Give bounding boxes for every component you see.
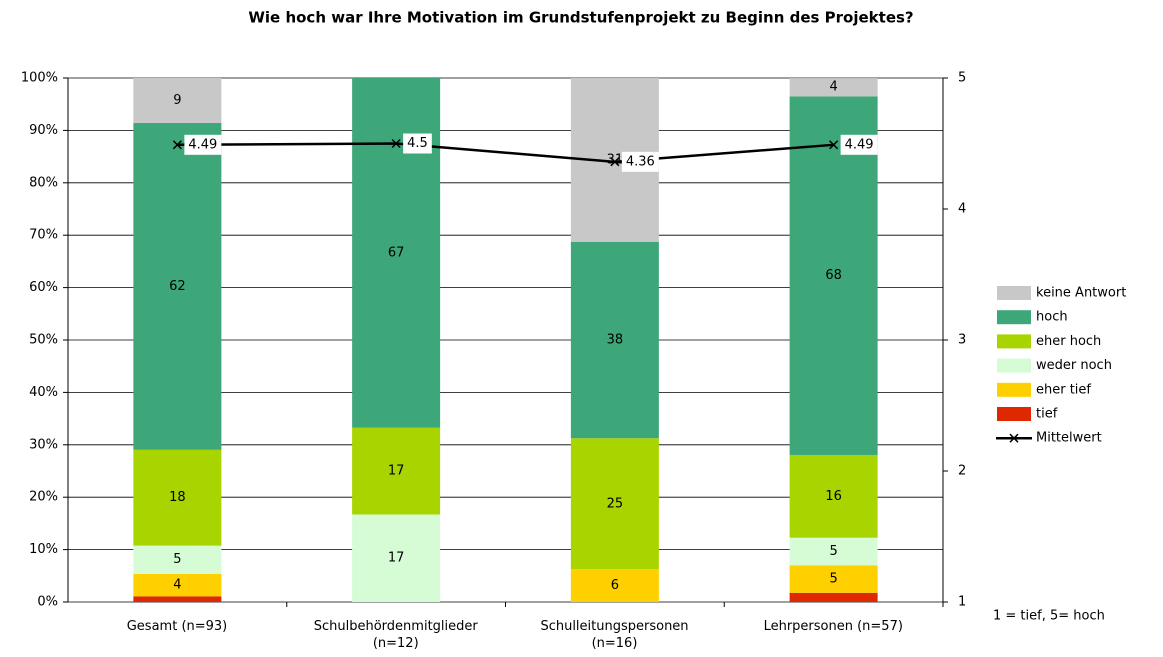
y-tick-label: 0% (37, 595, 58, 610)
bar-segment (570, 241, 659, 439)
y2-tick-label: 5 (958, 71, 966, 86)
y-tick-label: 80% (29, 175, 58, 190)
bar-segment (352, 514, 441, 602)
legend-marker (1009, 433, 1019, 443)
y2-tick-label: 2 (958, 464, 966, 479)
data-label: 68 (825, 268, 842, 283)
mean-label: 4.36 (626, 154, 655, 169)
legend-swatch (997, 382, 1031, 397)
mean-marker (610, 157, 620, 167)
bar-segment (789, 454, 878, 538)
data-label: 38 (607, 333, 624, 348)
data-label: 5 (173, 552, 181, 567)
mean-label-bg (403, 133, 432, 154)
bar-segment (133, 77, 222, 124)
mean-label: 4.49 (188, 137, 217, 152)
data-label: 17 (388, 464, 405, 479)
mean-label-bg (621, 151, 659, 172)
data-label: 6 (611, 578, 619, 593)
y-tick-label: 30% (29, 437, 58, 452)
legend-swatch (997, 334, 1031, 349)
bar-segment (352, 427, 441, 515)
y-tick-label: 20% (29, 490, 58, 505)
bar-segment (133, 123, 222, 450)
mean-label-bg (840, 134, 878, 155)
y-tick-label: 90% (29, 123, 58, 138)
bar-segment (789, 96, 878, 455)
x-tick-label: Gesamt (n=93) (126, 619, 228, 634)
data-label: 4 (173, 578, 181, 593)
bar-segment (133, 449, 222, 546)
x-tick-label: Schulbehördenmitglieder (n=12) (313, 619, 478, 651)
legend-label: hoch (1036, 310, 1068, 325)
bar-segment (570, 569, 659, 602)
mean-label: 4.5 (407, 136, 428, 151)
bar-segment (570, 438, 659, 570)
y2-tick-label: 1 (958, 595, 966, 610)
y-tick-label: 10% (29, 542, 58, 557)
x-tick-label: Schulleitungspersonen (n=16) (540, 619, 689, 651)
data-label: 17 (388, 551, 405, 566)
y-tick-label: 50% (29, 333, 58, 348)
data-label: 16 (825, 489, 842, 504)
mean-marker (391, 138, 401, 149)
mean-label: 4.49 (845, 137, 874, 152)
y2-tick-label: 4 (958, 202, 966, 217)
y2-tick-label: 3 (958, 333, 966, 348)
legend-swatch (997, 286, 1031, 300)
bar-segment (133, 596, 222, 602)
data-label: 67 (388, 245, 405, 260)
data-label: 31 (607, 152, 624, 167)
legend-swatch (997, 310, 1031, 325)
chart-title: Wie hoch war Ihre Motivation im Grundstu… (248, 9, 913, 27)
y-tick-label: 60% (29, 280, 58, 295)
data-label: 4 (829, 80, 837, 95)
bar-segment (789, 592, 878, 602)
legend-label: Mittelwert (1036, 431, 1102, 446)
bar-segment (789, 78, 878, 97)
data-label: 5 (829, 544, 837, 559)
data-label: 25 (607, 496, 624, 511)
legend-label: eher tief (1036, 382, 1091, 397)
legend-label: eher hoch (1036, 334, 1101, 349)
annotation: 1 = tief, 5= hoch (993, 609, 1105, 624)
data-label: 5 (829, 572, 837, 587)
data-label: 18 (169, 490, 186, 505)
legend-label: weder noch (1036, 358, 1112, 373)
bar-segment (133, 573, 222, 597)
y-tick-label: 100% (21, 71, 58, 86)
legend-swatch (997, 407, 1031, 421)
legend-label: keine Antwort (1036, 286, 1126, 301)
mean-label-bg (184, 134, 222, 155)
mean-line (177, 142, 834, 164)
y-tick-label: 40% (29, 385, 58, 400)
legend-label: tief (1036, 407, 1058, 422)
y-tick-label: 70% (29, 228, 58, 243)
bar-segment (789, 537, 878, 566)
bar-segment (133, 545, 222, 574)
bar-segment (789, 565, 878, 593)
legend-swatch (997, 358, 1031, 373)
mean-marker (172, 140, 182, 150)
data-label: 62 (169, 279, 186, 294)
data-label: 9 (173, 93, 181, 108)
x-tick-label: Lehrpersonen (n=57) (763, 619, 903, 634)
mean-marker (829, 140, 839, 150)
